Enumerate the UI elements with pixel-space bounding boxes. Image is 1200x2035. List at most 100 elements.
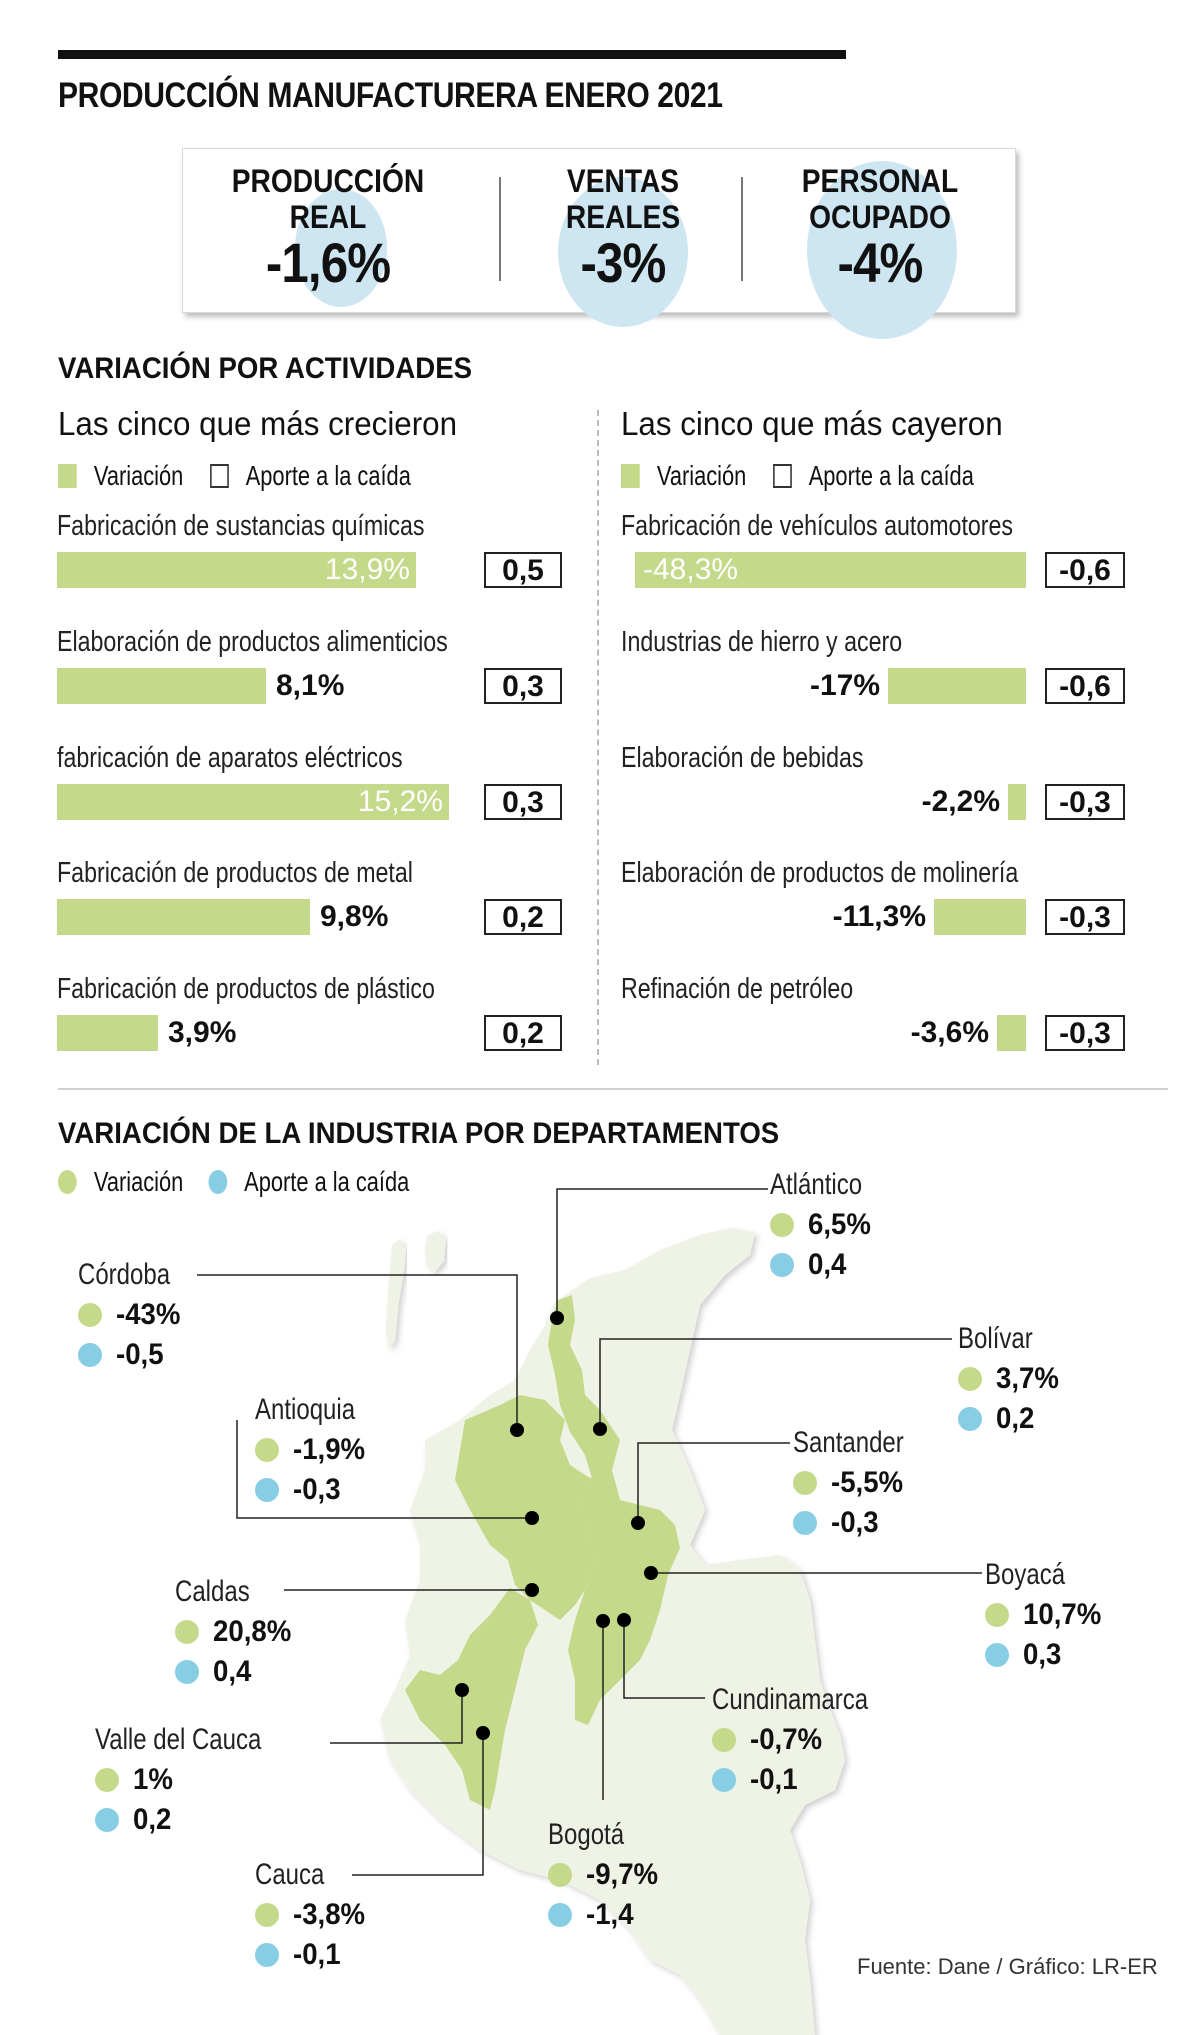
variation-dot-icon xyxy=(175,1620,199,1644)
legend-contribution-label: Aporte a la caída xyxy=(808,460,974,491)
variation-value: 13,9% xyxy=(324,553,410,586)
contribution-dot-icon xyxy=(255,1478,279,1502)
row-label: fabricación de aparatos eléctricos xyxy=(57,742,403,774)
kpi-bubble xyxy=(558,177,688,327)
variation-bar xyxy=(57,784,449,820)
variation-bar xyxy=(57,668,266,704)
row-label: Fabricación de productos de plástico xyxy=(57,973,435,1005)
variation-bar xyxy=(888,668,1026,704)
contribution-dot-icon xyxy=(958,1407,982,1431)
variation-bar xyxy=(934,899,1026,935)
variation-dot-icon xyxy=(712,1728,736,1752)
kpi-label: PERSONAL OCUPADO xyxy=(801,163,959,235)
row-label: Industrias de hierro y acero xyxy=(621,626,903,658)
kpi-ventas-reales: VENTAS REALES -3% xyxy=(503,149,743,327)
dept-cundinamarca: Cundinamarca -0,7% -0,1 xyxy=(712,1683,869,1796)
location-dots xyxy=(455,1311,658,1740)
contribution-box: 0,5 xyxy=(484,552,562,588)
legend-variation-label: Variación xyxy=(93,1166,184,1197)
kpi-label: VENTAS REALES xyxy=(565,163,681,235)
growth-subtitle: Las cinco que más crecieron xyxy=(58,405,458,442)
departments-title: VARIACIÓN DE LA INDUSTRIA POR DEPARTAMEN… xyxy=(58,1117,780,1150)
marker-cauca xyxy=(476,1726,490,1740)
contribution-dot-icon xyxy=(793,1511,817,1535)
contribution-box: -0,3 xyxy=(1045,899,1125,935)
contribution-box: 0,3 xyxy=(484,784,562,820)
variation-bar xyxy=(1008,784,1026,820)
kpi-bubble xyxy=(295,189,387,307)
map-legend: Variación Aporte a la caída xyxy=(58,1166,409,1198)
column-divider xyxy=(597,410,599,1065)
island-san-andres xyxy=(386,1239,406,1349)
variation-value: 8,1% xyxy=(276,669,345,702)
row-label: Fabricación de productos de metal xyxy=(57,857,413,889)
contribution-dot-icon xyxy=(208,1170,227,1194)
row-label: Elaboración de bebidas xyxy=(621,742,864,774)
page-title: PRODUCCIÓN MANUFACTURERA ENERO 2021 xyxy=(58,76,723,115)
contribution-box: -0,6 xyxy=(1045,552,1125,588)
variation-dot-icon xyxy=(95,1768,119,1792)
decline-subtitle: Las cinco que más cayeron xyxy=(621,405,1003,442)
dept-boyaca: Boyacá 10,7% 0,3 xyxy=(985,1558,1102,1671)
variation-dot-icon xyxy=(770,1213,794,1237)
contribution-dot-icon xyxy=(712,1768,736,1792)
variation-value: -2,2% xyxy=(921,785,1000,818)
variation-dot-icon xyxy=(958,1367,982,1391)
top-rule xyxy=(58,50,846,59)
dept-cordoba: Córdoba -43% -0,5 xyxy=(78,1258,181,1371)
variation-dot-icon xyxy=(985,1603,1009,1627)
variation-swatch xyxy=(621,464,640,488)
variation-value: 15,2% xyxy=(357,785,443,818)
variation-dot-icon xyxy=(255,1903,279,1927)
row-label: Fabricación de sustancias químicas xyxy=(57,510,425,542)
contribution-dot-icon xyxy=(548,1903,572,1927)
contribution-dot-icon xyxy=(985,1643,1009,1667)
contribution-dot-icon xyxy=(175,1660,199,1684)
dept-antioquia: Antioquia -1,9% -0,3 xyxy=(255,1393,366,1506)
kpi-label: PRODUCCIÓN REAL xyxy=(231,163,425,235)
dept-valle-del-cauca: Valle del Cauca 1% 0,2 xyxy=(95,1723,262,1836)
region-santander-boyaca-cundinamarca xyxy=(568,1470,680,1725)
decline-legend: Variación Aporte a la caída xyxy=(621,460,974,492)
variation-bar xyxy=(57,1015,158,1051)
legend-contribution-label: Aporte a la caída xyxy=(245,460,411,491)
legend-contribution-label: Aporte a la caída xyxy=(244,1166,410,1197)
row-label: Refinación de petróleo xyxy=(621,973,854,1005)
variation-bar xyxy=(997,1015,1026,1051)
row-label: Elaboración de productos de molinería xyxy=(621,857,1019,889)
contribution-box: 0,3 xyxy=(484,668,562,704)
dept-bogota: Bogotá -9,7% -1,4 xyxy=(548,1818,659,1931)
kpi-value: -1,6% xyxy=(265,231,391,294)
legend-variation-label: Variación xyxy=(656,460,747,491)
kpi-divider xyxy=(741,177,743,281)
region-cordoba-antioquia xyxy=(455,1395,595,1620)
variation-value: -3,6% xyxy=(910,1016,989,1049)
marker-antioquia xyxy=(525,1511,539,1525)
dept-caldas: Caldas 20,8% 0,4 xyxy=(175,1575,292,1688)
leader-lines xyxy=(197,1188,982,1876)
legend-variation-label: Variación xyxy=(93,460,184,491)
island-providencia xyxy=(425,1231,446,1273)
marker-valle xyxy=(455,1683,469,1697)
variation-dot-icon xyxy=(78,1303,102,1327)
dept-santander: Santander -5,5% -0,3 xyxy=(793,1426,904,1539)
contribution-box: 0,2 xyxy=(484,1015,562,1051)
marker-bolivar xyxy=(593,1422,607,1436)
contribution-swatch xyxy=(772,464,792,488)
marker-caldas xyxy=(525,1583,539,1597)
variation-bar xyxy=(57,899,310,935)
variation-value: -48,3% xyxy=(643,553,739,586)
variation-value: 3,9% xyxy=(168,1016,237,1049)
kpi-divider xyxy=(499,177,501,281)
variation-bar xyxy=(635,552,1026,588)
region-caldas-valle-cauca xyxy=(405,1588,538,1810)
variation-value: -11,3% xyxy=(832,900,926,933)
marker-bogota xyxy=(596,1614,610,1628)
contribution-box: 0,2 xyxy=(484,899,562,935)
marker-cundinamarca xyxy=(617,1613,631,1627)
contribution-box: -0,6 xyxy=(1045,668,1125,704)
contribution-dot-icon xyxy=(95,1808,119,1832)
dept-atlantico: Atlántico 6,5% 0,4 xyxy=(770,1168,871,1281)
variation-dot-icon xyxy=(548,1863,572,1887)
